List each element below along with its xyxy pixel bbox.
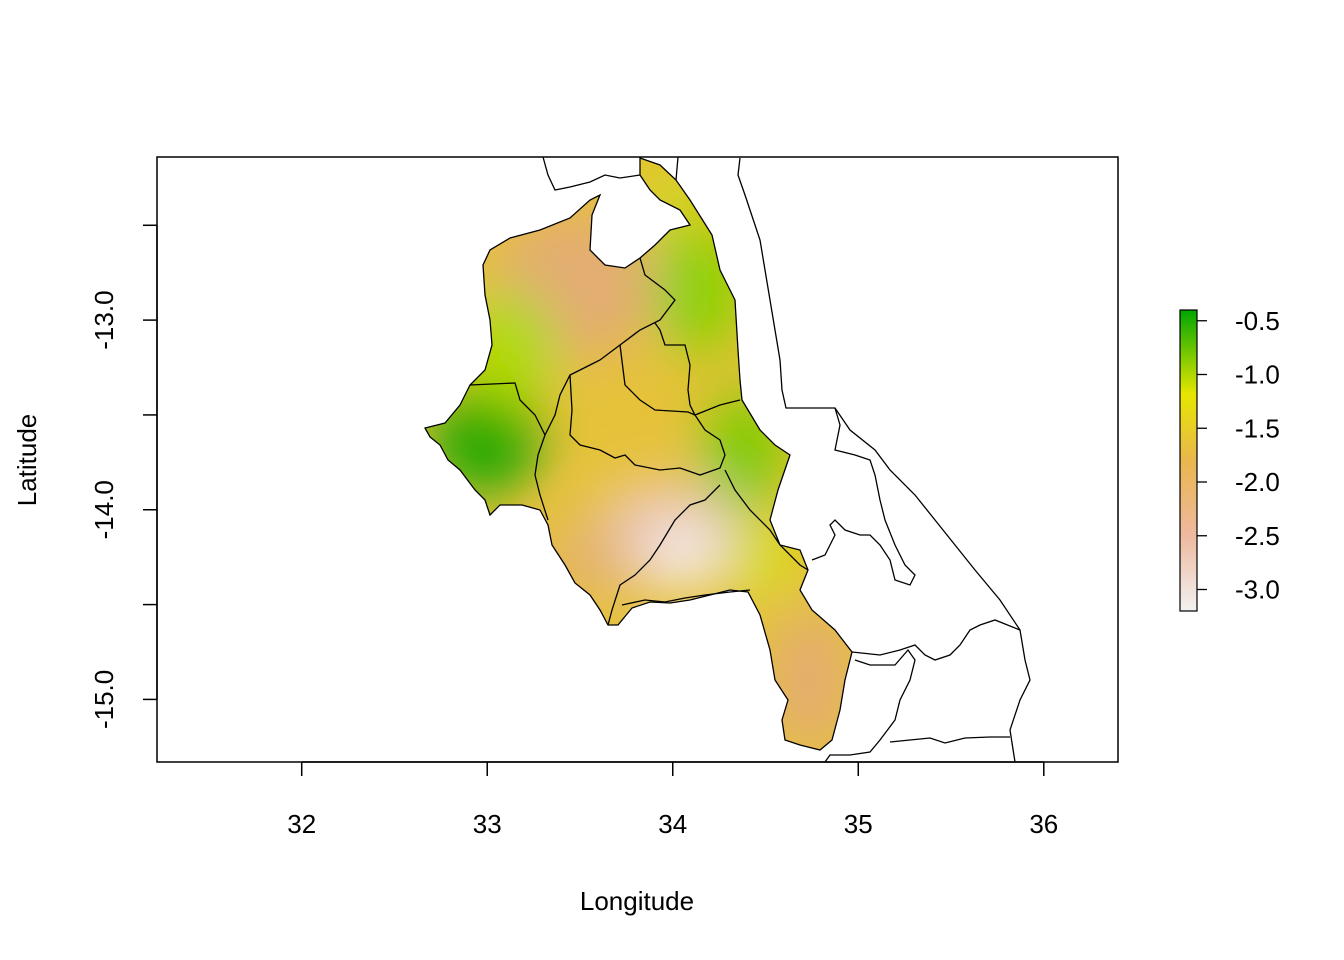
y-axis: -13.0 -14.0 -15.0 [89, 224, 158, 729]
legend-colorbar: -0.5 -1.0 -1.5 -2.0 -2.5 -3.0 [1179, 306, 1280, 612]
border-line-north-2 [675, 157, 679, 181]
border-line-south-2 [889, 736, 1010, 744]
raster-layer [425, 158, 852, 750]
boundary-lines [424, 157, 1031, 762]
x-tick-label: 36 [1029, 809, 1058, 839]
raster-zone-central-white [650, 520, 720, 590]
legend-ticks: -0.5 -1.0 -1.5 -2.0 -2.5 -3.0 [1197, 306, 1280, 605]
y-tick-label: -14.0 [89, 480, 119, 539]
x-axis: 32 33 34 35 36 [287, 761, 1058, 839]
district-line-8 [621, 589, 751, 606]
x-axis-title: Longitude [580, 886, 694, 916]
x-tick-label: 34 [658, 809, 687, 839]
raster-zone-north-green [655, 225, 745, 355]
district-line-4 [619, 344, 696, 416]
border-line-northeast [737, 157, 1031, 762]
x-tick-label: 33 [473, 809, 502, 839]
legend-tick-label: -1.0 [1235, 360, 1280, 390]
district-line-5 [569, 374, 726, 476]
raster-zone-lakeshore-green [705, 390, 785, 510]
region-outline [424, 157, 853, 751]
district-line-7 [607, 484, 721, 626]
legend-bar [1179, 309, 1198, 612]
legend-tick-label: -2.5 [1235, 521, 1280, 551]
district-line-6 [724, 469, 809, 571]
raster-zone-southwest-tan [545, 520, 625, 600]
district-line-3 [654, 322, 741, 416]
legend-tick-label: -2.0 [1235, 467, 1280, 497]
legend-tick-label: -1.5 [1235, 413, 1280, 443]
raster-zone-north-strip [650, 160, 690, 240]
y-tick-label: -13.0 [89, 290, 119, 349]
legend-tick-label: -0.5 [1235, 306, 1280, 336]
x-tick-label: 35 [844, 809, 873, 839]
y-tick-label: -15.0 [89, 670, 119, 729]
raster-zone-south-brown [770, 605, 850, 750]
x-tick-label: 32 [287, 809, 316, 839]
raster-zone-west-lime [465, 290, 555, 410]
border-line-south [824, 648, 916, 762]
border-line-north [542, 157, 641, 191]
legend-tick-label: -3.0 [1235, 575, 1280, 605]
district-line-2 [469, 382, 546, 436]
district-line-1 [534, 257, 676, 521]
y-axis-title: Latitude [12, 414, 42, 507]
border-line-east-inner [811, 407, 916, 586]
border-line-southeast [851, 619, 1021, 661]
